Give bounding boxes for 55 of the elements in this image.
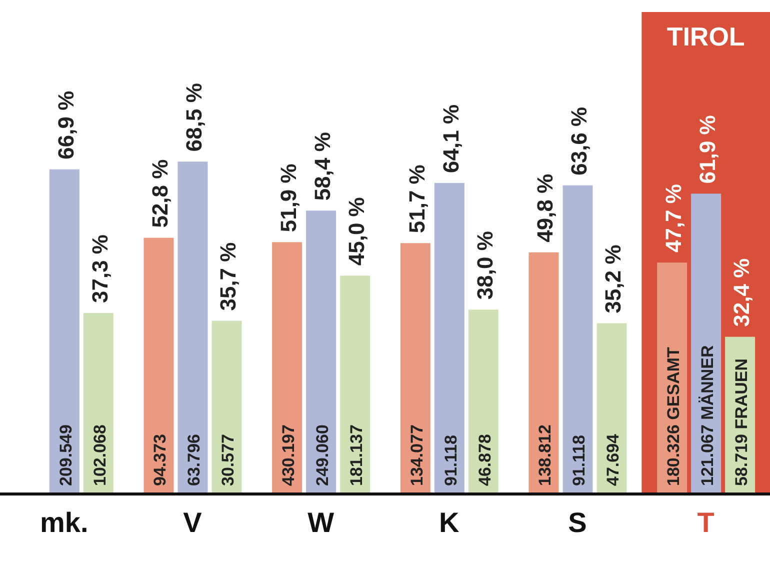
annotation: 91.118: [441, 434, 460, 486]
data-label: 37,3 %: [87, 234, 112, 303]
data-label: 51,9 %: [276, 164, 302, 232]
annotation: 249.060: [313, 424, 332, 486]
bar: [272, 242, 302, 494]
annotation: 181.137: [347, 424, 366, 486]
data-label: 58,4 %: [310, 132, 336, 201]
x-tick-label: K: [439, 507, 460, 538]
x-tick-label: S: [568, 507, 587, 538]
annotation: 430.197: [279, 424, 298, 486]
annotation: 180.326 GESAMT: [664, 346, 684, 486]
x-tick-label: V: [183, 507, 202, 538]
annotation: 46.878: [475, 434, 494, 486]
annotation: 121.067 MÄNNER: [698, 345, 718, 486]
annotation: 138.812: [536, 424, 555, 486]
data-label: 68,5 %: [182, 83, 207, 152]
annotation: 209.549: [56, 424, 76, 486]
data-label: 66,9 %: [53, 90, 78, 160]
data-label: 38,0 %: [472, 231, 498, 300]
bar: [49, 169, 80, 494]
bar: [144, 238, 174, 494]
data-label: 32,4 %: [729, 258, 754, 327]
annotation: 30.577: [218, 434, 238, 486]
annotation: 63.796: [184, 434, 204, 486]
data-label: 35,2 %: [600, 244, 626, 314]
x-tick-label: T: [697, 507, 714, 538]
annotation: 91.118: [570, 434, 589, 486]
bar: [306, 210, 336, 494]
x-tick-label: mk.: [40, 507, 88, 538]
data-label: 51,7 %: [404, 164, 430, 234]
bar: [528, 252, 559, 494]
data-label: 64,1 %: [438, 104, 464, 173]
bar: [83, 312, 114, 494]
bar: [434, 182, 464, 494]
annotation: 134.077: [407, 424, 426, 486]
x-tick-label: W: [308, 507, 335, 538]
bar: [468, 310, 498, 494]
annotation: 94.373: [150, 434, 170, 486]
annotation: 47.694: [604, 433, 623, 486]
bar: [596, 323, 627, 494]
bar: [340, 276, 370, 494]
bar: [562, 185, 593, 494]
bar: [178, 162, 208, 494]
band-label: TIROL: [666, 21, 745, 52]
bar: [212, 320, 242, 494]
data-label: 35,7 %: [216, 242, 241, 311]
data-label: 52,8 %: [148, 159, 173, 228]
data-label: 45,0 %: [344, 197, 370, 266]
data-label: 47,7 %: [661, 184, 686, 253]
annotation: 58.719 FRAUEN: [732, 358, 752, 486]
bar: [400, 243, 430, 494]
data-label: 49,8 %: [532, 174, 558, 242]
annotation: 102.068: [90, 424, 110, 486]
data-label: 63,6 %: [566, 106, 592, 176]
data-label: 61,9 %: [695, 115, 720, 184]
